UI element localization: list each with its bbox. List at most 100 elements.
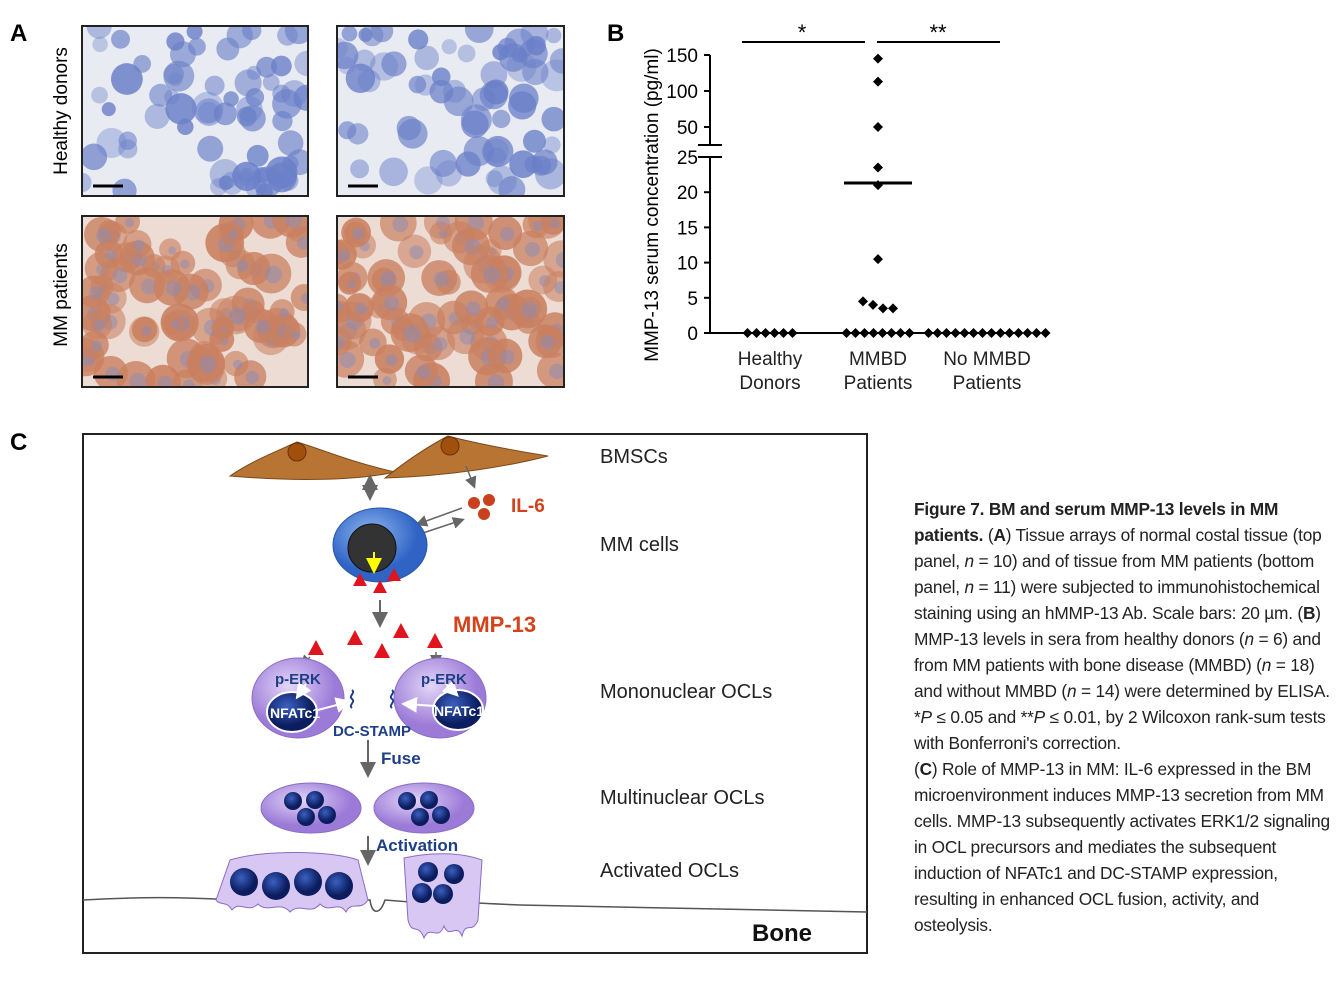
cell xyxy=(337,41,359,70)
fuse-label: Fuse xyxy=(381,749,421,768)
mmp13-triangles xyxy=(308,623,443,658)
panel-c: C xyxy=(10,429,868,954)
cell xyxy=(464,26,494,44)
cell-nucleus xyxy=(355,302,368,315)
cell xyxy=(218,175,234,190)
cell xyxy=(408,75,427,94)
stage-label: MM cells xyxy=(600,534,679,556)
tissue-image xyxy=(337,26,564,196)
cell-nucleus xyxy=(385,354,398,366)
cell xyxy=(262,74,280,91)
caption-text: ) Role of MMP-13 in MM: IL-6 expressed i… xyxy=(914,759,1330,935)
cell-nucleus xyxy=(106,292,120,306)
cell-nucleus xyxy=(93,319,106,332)
caption-text: P xyxy=(1033,707,1046,727)
data-point xyxy=(873,53,883,64)
cell-nucleus xyxy=(300,293,308,304)
significance-label: * xyxy=(798,20,807,45)
cell-nucleus xyxy=(96,228,111,243)
arrow xyxy=(441,679,459,697)
y-axis-title: MMP-13 serum concentration (pg/ml) xyxy=(642,48,663,362)
caption-text: = 18) and without MMBD ( xyxy=(914,655,1315,701)
data-point xyxy=(923,328,934,338)
activation-label: Activation xyxy=(376,836,458,855)
panel-label: B xyxy=(607,20,624,47)
y-tick-label: 15 xyxy=(677,218,698,239)
cell-nucleus xyxy=(433,271,449,287)
cell-nucleus xyxy=(347,280,356,289)
cell xyxy=(209,159,241,190)
data-point xyxy=(841,328,852,338)
cell xyxy=(286,149,308,176)
cell xyxy=(457,44,476,63)
cell xyxy=(204,75,225,96)
mmp13-label: MMP-13 xyxy=(453,612,536,637)
cell-nucleus xyxy=(129,372,147,387)
data-point xyxy=(995,328,1006,338)
cell-nucleus xyxy=(382,376,392,385)
cell xyxy=(414,166,443,195)
cell-nucleus xyxy=(403,325,421,343)
ocl-nucleus xyxy=(266,691,318,733)
cell xyxy=(485,170,503,188)
cell-nucleus xyxy=(229,307,247,325)
cell xyxy=(186,26,203,40)
cell-nucleus xyxy=(90,340,103,352)
cell xyxy=(498,176,526,196)
row-label: MM patients xyxy=(51,243,72,346)
cell-nucleus xyxy=(285,216,303,228)
data-point xyxy=(968,328,979,338)
cell xyxy=(442,79,466,103)
bmsc xyxy=(383,435,549,479)
cell-nucleus xyxy=(465,301,481,316)
caption-text: ( xyxy=(987,525,994,545)
cell xyxy=(441,39,457,55)
stage-label: Multinuclear OCLs xyxy=(600,787,765,809)
cell-nucleus xyxy=(487,374,505,387)
cell xyxy=(166,32,185,51)
cell xyxy=(239,105,266,132)
cell-nucleus xyxy=(105,366,120,382)
cell xyxy=(345,63,376,94)
cell xyxy=(188,37,206,56)
x-tick-label: Healthy Donors xyxy=(737,349,803,394)
cell xyxy=(277,130,304,156)
cell-nucleus xyxy=(125,217,135,228)
cell-nucleus xyxy=(550,219,560,229)
stage-label: BMSCs xyxy=(600,446,668,468)
data-point xyxy=(873,162,883,173)
bmsc xyxy=(228,441,396,480)
cell xyxy=(294,50,308,77)
ocl-cell xyxy=(373,782,475,834)
data-point xyxy=(873,122,883,132)
data-point xyxy=(873,254,883,265)
arrow xyxy=(419,517,465,535)
data-point xyxy=(751,328,762,338)
image-frame xyxy=(81,215,309,388)
cell xyxy=(543,271,564,302)
data-point xyxy=(877,328,888,338)
cell-nucleus xyxy=(112,268,128,284)
cell-nucleus xyxy=(438,230,448,239)
caption-text: = 11) were subjected to immunohistochemi… xyxy=(914,577,1320,623)
stage-label: Activated OCLs xyxy=(600,860,739,882)
y-tick-label: 5 xyxy=(687,289,698,310)
cell xyxy=(82,143,108,171)
cell-nucleus xyxy=(525,241,541,257)
cell xyxy=(546,27,562,44)
y-tick-label: 20 xyxy=(677,183,698,204)
panel-label: A xyxy=(10,20,27,47)
dc-stamp-icon xyxy=(349,689,395,709)
caption-text: n xyxy=(1244,629,1254,649)
caption-text: B xyxy=(1302,603,1316,623)
caption-text: n xyxy=(1261,655,1272,675)
cell xyxy=(523,129,546,153)
perk-label: p-ERK xyxy=(275,671,321,688)
cell xyxy=(543,136,561,154)
cell-nucleus xyxy=(296,236,308,250)
cell xyxy=(414,45,439,71)
caption-text: A xyxy=(993,525,1006,545)
mmp13-triangles xyxy=(353,568,401,593)
